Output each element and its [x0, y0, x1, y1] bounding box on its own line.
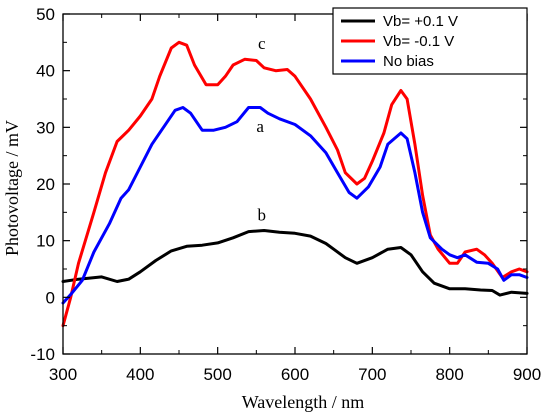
series-layer	[61, 40, 529, 328]
y-tick-label-30: 30	[36, 118, 55, 137]
x-tick-label-900: 900	[513, 365, 541, 384]
legend: Vb= +0.1 V Vb= -0.1 V No bias	[332, 7, 528, 75]
legend-label-0: Vb= +0.1 V	[383, 13, 458, 30]
x-tick-label-500: 500	[203, 365, 231, 384]
y-tick-label-50: 50	[36, 5, 55, 24]
x-tick-label-800: 800	[435, 365, 463, 384]
axes-layer: 300 400 500 600 700 800 900 -10 0 10 20 30 40 50	[30, 5, 541, 384]
y-tick-label-10: 10	[36, 232, 55, 251]
x-tick-label-600: 600	[281, 365, 309, 384]
series-line-1	[61, 40, 529, 328]
curve-label-c: c	[258, 34, 266, 53]
series-line-2	[61, 106, 529, 305]
annotation-layer: c a b	[256, 34, 266, 224]
y-axis-title: Photovoltage / mV	[2, 120, 22, 256]
x-tick-label-700: 700	[358, 365, 386, 384]
y-tick-label-0: 0	[46, 288, 55, 307]
x-axis-title: Wavelength / nm	[242, 392, 365, 412]
series-line-0	[61, 229, 529, 297]
legend-label-1: Vb= -0.1 V	[383, 33, 454, 50]
y-tick-label--10: -10	[30, 345, 55, 364]
curve-label-b: b	[257, 205, 266, 224]
x-tick-label-400: 400	[126, 365, 154, 384]
y-tick-label-40: 40	[36, 62, 55, 81]
y-tick-label-20: 20	[36, 175, 55, 194]
legend-label-2: No bias	[383, 53, 434, 70]
curve-label-a: a	[256, 117, 264, 136]
x-tick-label-300: 300	[49, 365, 77, 384]
